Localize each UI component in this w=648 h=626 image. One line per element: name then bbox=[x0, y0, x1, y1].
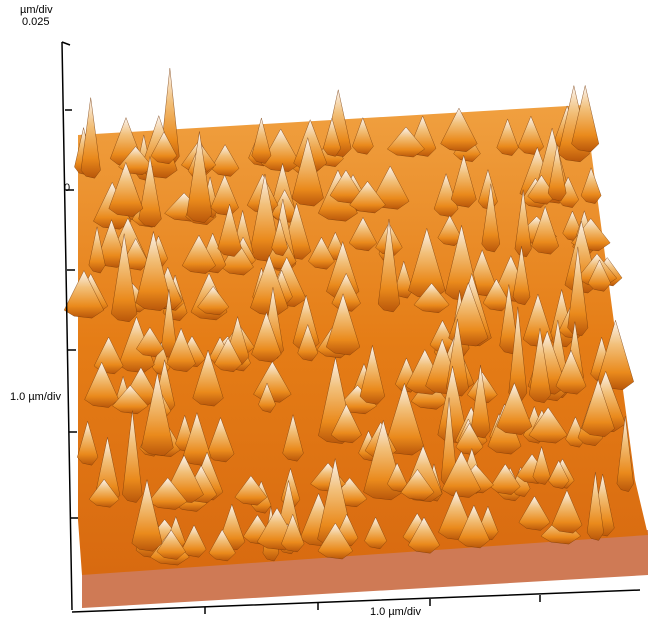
peak bbox=[551, 489, 583, 534]
peak bbox=[433, 173, 459, 218]
peak bbox=[210, 144, 240, 177]
peak bbox=[271, 217, 288, 257]
peak bbox=[349, 181, 386, 214]
peak bbox=[77, 420, 99, 466]
peak bbox=[118, 316, 155, 373]
peak bbox=[197, 286, 230, 316]
z-max-label: 0.025 bbox=[22, 16, 50, 28]
peak bbox=[281, 513, 305, 553]
peak bbox=[63, 270, 105, 319]
peak bbox=[532, 445, 551, 485]
peak bbox=[387, 462, 408, 493]
peak bbox=[186, 131, 213, 223]
peak bbox=[308, 236, 335, 270]
peak bbox=[297, 323, 319, 362]
sample-base bbox=[82, 530, 648, 608]
peak bbox=[514, 189, 532, 258]
peak bbox=[555, 349, 587, 395]
peak bbox=[352, 117, 374, 155]
peak bbox=[490, 463, 521, 495]
y-scale-label: 1.0 µm/div bbox=[10, 391, 61, 403]
peak bbox=[518, 495, 551, 531]
peak bbox=[581, 378, 615, 437]
peak bbox=[250, 254, 289, 316]
peak bbox=[206, 416, 235, 463]
peak bbox=[166, 327, 196, 372]
peak bbox=[208, 529, 236, 562]
peak bbox=[359, 345, 385, 405]
peak bbox=[387, 126, 425, 158]
peak bbox=[547, 144, 567, 202]
peak bbox=[122, 410, 143, 503]
peak bbox=[517, 115, 544, 156]
peak bbox=[528, 328, 551, 403]
peak bbox=[181, 524, 207, 558]
peak bbox=[557, 176, 579, 208]
peak bbox=[317, 522, 353, 560]
peak bbox=[150, 131, 178, 165]
peak bbox=[512, 246, 531, 306]
peak bbox=[580, 167, 602, 204]
peak bbox=[141, 372, 174, 456]
peak bbox=[400, 469, 435, 501]
peak bbox=[481, 183, 501, 253]
peak bbox=[364, 516, 387, 550]
peak bbox=[567, 246, 589, 337]
surface-peaks bbox=[63, 68, 634, 566]
peak bbox=[528, 407, 568, 444]
axes bbox=[61, 41, 641, 613]
peak bbox=[527, 174, 556, 205]
peak bbox=[88, 226, 106, 274]
peak bbox=[450, 154, 477, 208]
peak bbox=[217, 203, 242, 257]
peak bbox=[282, 413, 304, 462]
peak bbox=[84, 361, 119, 408]
peak bbox=[291, 136, 324, 207]
peak bbox=[258, 382, 276, 413]
peak bbox=[156, 529, 186, 560]
peak bbox=[80, 97, 101, 179]
peak bbox=[131, 479, 163, 552]
peak bbox=[548, 460, 570, 489]
peak bbox=[111, 233, 138, 323]
peak bbox=[330, 403, 362, 444]
peak bbox=[413, 282, 450, 314]
peak bbox=[181, 234, 216, 274]
z-zero-label: 0 bbox=[64, 182, 70, 194]
peak bbox=[587, 259, 612, 292]
peak bbox=[586, 472, 604, 541]
peak bbox=[214, 337, 243, 373]
x-scale-label: 1.0 µm/div bbox=[370, 606, 421, 618]
peak bbox=[210, 174, 239, 216]
peak bbox=[108, 161, 144, 217]
peak bbox=[496, 382, 533, 435]
peak bbox=[326, 293, 361, 356]
peak bbox=[251, 117, 272, 164]
peak bbox=[331, 272, 361, 312]
peak bbox=[441, 450, 482, 498]
peak bbox=[440, 107, 478, 152]
peak bbox=[531, 205, 559, 255]
peak bbox=[192, 349, 224, 407]
peak bbox=[88, 478, 120, 508]
peak bbox=[322, 117, 341, 157]
z-unit-label: µm/div bbox=[20, 4, 53, 16]
peak bbox=[112, 385, 149, 415]
peak bbox=[571, 85, 600, 153]
peak bbox=[616, 415, 634, 492]
peak bbox=[136, 326, 164, 358]
peak bbox=[378, 219, 400, 313]
axis-ticks bbox=[61, 41, 541, 614]
peak bbox=[251, 311, 282, 363]
peak bbox=[148, 477, 188, 510]
peak bbox=[408, 516, 440, 554]
peak bbox=[135, 231, 172, 311]
peak bbox=[496, 118, 519, 156]
peak bbox=[457, 504, 490, 549]
peak bbox=[260, 128, 301, 172]
peak bbox=[138, 156, 162, 228]
peak bbox=[234, 475, 268, 506]
peak bbox=[348, 217, 378, 252]
